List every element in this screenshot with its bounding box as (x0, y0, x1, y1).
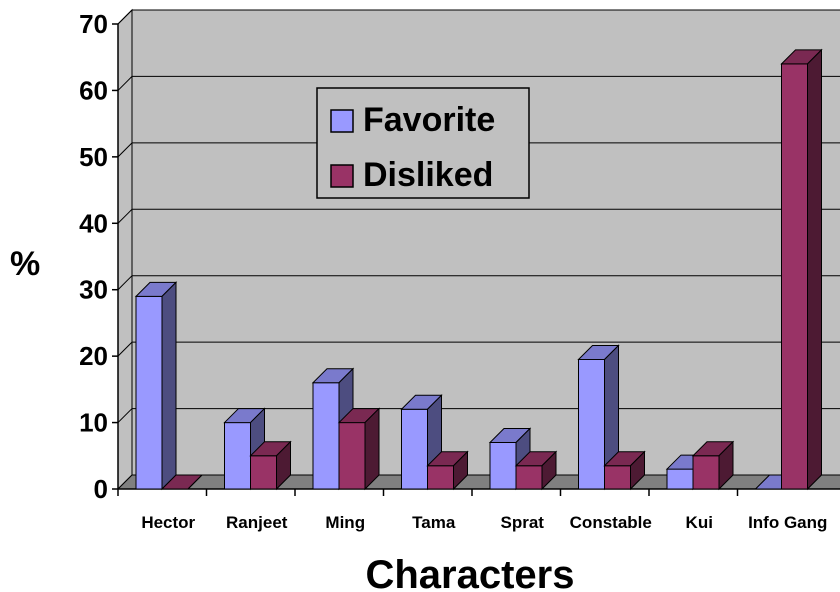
gridline (117, 341, 840, 357)
bar-disliked-tama (426, 450, 469, 491)
y-tick-label: 30 (79, 275, 108, 305)
gridline (117, 208, 840, 224)
y-tick-label: 0 (94, 474, 108, 504)
side-wall (117, 8, 133, 491)
x-tick-label: Ranjeet (226, 513, 288, 532)
bar-favorite-constable (577, 344, 620, 491)
y-tick-label: 50 (79, 142, 108, 172)
legend-label: Favorite (363, 101, 495, 139)
y-tick-label: 70 (79, 9, 108, 39)
legend-box (316, 87, 530, 199)
legend: Favorite Disliked (316, 87, 530, 199)
x-tick-label: Ming (325, 513, 365, 532)
y-tick-label: 10 (79, 408, 108, 438)
bar-disliked-ranjeet (249, 440, 292, 491)
gridline (117, 9, 840, 25)
back-wall (131, 9, 840, 476)
gridline (117, 142, 840, 158)
bar-disliked-hector (160, 474, 204, 490)
bar-disliked-sprat (514, 450, 558, 491)
bar-disliked-info-gang (780, 48, 823, 491)
y-axis-label: % (10, 245, 40, 283)
legend-swatch (330, 164, 354, 188)
x-tick-label: Kui (686, 513, 713, 532)
y-tick-label: 60 (79, 75, 108, 105)
bar-disliked-constable (603, 450, 646, 491)
x-tick-label: Constable (570, 513, 652, 532)
gridline (117, 275, 840, 291)
bar-favorite-hector (134, 281, 178, 491)
legend-label: Disliked (363, 156, 493, 194)
bar-disliked-ming (337, 407, 381, 491)
x-tick-label: Info Gang (748, 513, 827, 532)
legend-swatch (330, 109, 354, 133)
x-tick-label: Tama (412, 513, 456, 532)
x-tick-label: Sprat (501, 513, 545, 532)
y-tick-label: 20 (79, 341, 108, 371)
x-axis-label: Characters (365, 553, 574, 592)
x-tick-label: Hector (141, 513, 195, 532)
y-tick-label: 40 (79, 208, 108, 238)
gridline (117, 75, 840, 91)
bar-disliked-kui (691, 440, 735, 491)
